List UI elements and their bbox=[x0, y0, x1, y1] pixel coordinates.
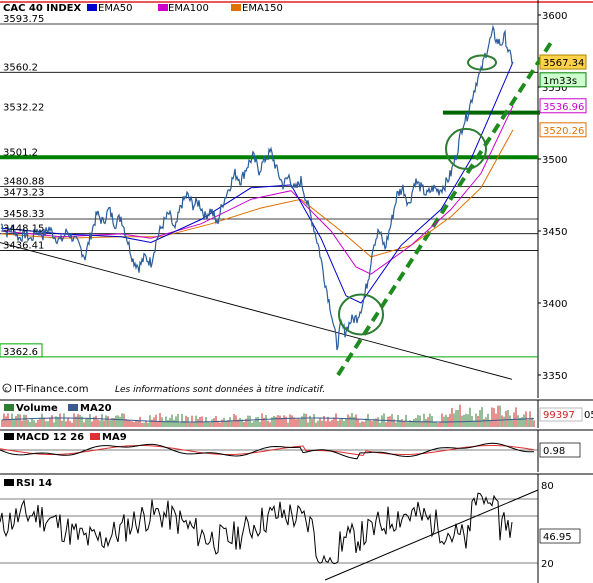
legend-ema150: EMA150 bbox=[242, 3, 283, 14]
chart-title: CAC 40 INDEX bbox=[3, 3, 82, 14]
price-plot-area bbox=[0, 0, 538, 398]
price-tick-label: 3500 bbox=[542, 155, 567, 166]
legend-volume-swatch bbox=[4, 404, 14, 411]
price-tick-label: 3350 bbox=[542, 371, 567, 382]
ema100-line bbox=[0, 105, 514, 275]
highlight-circle bbox=[338, 293, 384, 336]
macd-ma9-line bbox=[0, 445, 535, 457]
price-tick-label: 3450 bbox=[542, 227, 567, 238]
volume-bars bbox=[1, 404, 535, 427]
timer-last-value: 1m33s bbox=[543, 76, 577, 87]
level-label: 3532.22 bbox=[3, 103, 44, 114]
level-label: 3473.23 bbox=[3, 188, 44, 199]
disclaimer: Les informations sont données à titre in… bbox=[115, 384, 325, 395]
macd-last-value: 0.98 bbox=[543, 446, 565, 457]
ema150-last-value: 3520.26 bbox=[543, 126, 584, 137]
legend-ema100: EMA100 bbox=[168, 3, 209, 14]
legend-ma9: MA9 bbox=[102, 432, 127, 443]
level-label: 3501.2 bbox=[3, 147, 38, 158]
legend-rsi: RSI 14 bbox=[16, 478, 52, 489]
macd-panel: MACD 12 26 MA9 0.98 bbox=[0, 429, 593, 472]
legend-ema100-swatch bbox=[158, 4, 168, 11]
level-labels: 3593.75 3560.2 3532.22 3501.2 3480.883473.23… bbox=[0, 14, 44, 358]
price-tick-label: 3400 bbox=[542, 299, 567, 310]
volume-last-value: 99397 bbox=[543, 410, 575, 421]
rsi-last-value: 46.95 bbox=[543, 532, 572, 543]
rsi-last-box bbox=[539, 528, 581, 544]
macd-last-box bbox=[539, 442, 581, 458]
rsi-panel: RSI 14 80 20 46.95 bbox=[0, 473, 593, 583]
rsi-line bbox=[0, 492, 513, 565]
legend-volume: Volume bbox=[16, 403, 58, 414]
legend-ema50: EMA50 bbox=[98, 3, 133, 14]
watermark: IT-Finance.com bbox=[14, 384, 89, 395]
highlight-circle bbox=[445, 127, 487, 170]
ema50-line bbox=[0, 61, 514, 304]
rsi-tick-20: 20 bbox=[541, 559, 554, 570]
price-series-line bbox=[0, 24, 514, 351]
copyright-icon: c bbox=[2, 383, 12, 393]
level-label: 3436.41 bbox=[3, 241, 44, 252]
ema100-last-box bbox=[539, 98, 587, 114]
annotation-circles bbox=[338, 54, 497, 336]
ema150-last-box bbox=[539, 122, 587, 138]
highlight-circle bbox=[467, 54, 497, 71]
legend-ma20-swatch bbox=[68, 404, 78, 411]
timer-last-box bbox=[539, 72, 587, 88]
price-panel: 3593.75 3560.2 3532.22 3501.2 3480.883473.23… bbox=[0, 0, 593, 398]
macd-line bbox=[0, 442, 534, 460]
legend-ema50-swatch bbox=[87, 4, 97, 11]
level-label: 3560.2 bbox=[3, 62, 38, 73]
trendlines bbox=[0, 39, 554, 380]
legend-ma9-swatch bbox=[90, 433, 100, 440]
volume-panel: Volume MA20 99397 05 bbox=[0, 399, 593, 428]
level-label: 3458.33 bbox=[3, 209, 44, 220]
price-last-box bbox=[539, 54, 587, 70]
legend-macd: MACD 12 26 bbox=[16, 432, 84, 443]
last-value-boxes: 3567.34 1m33s 3536.96 3520.26 bbox=[539, 54, 587, 138]
uptrend-dashed-line bbox=[336, 39, 554, 377]
level-label: 3593.75 bbox=[3, 14, 44, 25]
price-tick-label: 3600 bbox=[542, 11, 567, 22]
downtrend-line bbox=[0, 242, 513, 380]
volume-ma20-line bbox=[1, 417, 535, 423]
ema-lines bbox=[0, 61, 514, 304]
legend-macd-swatch bbox=[4, 433, 14, 440]
level-label-box bbox=[0, 343, 43, 358]
price-last-value: 3567.34 bbox=[543, 58, 584, 69]
level-label: 3448.15 bbox=[3, 224, 44, 235]
rsi-tick-80: 80 bbox=[541, 481, 554, 492]
level-label: 3480.88 bbox=[3, 177, 44, 188]
legend-ema150-swatch bbox=[231, 4, 241, 11]
volume-last-value-extra: 05 bbox=[584, 410, 593, 421]
svg-text:c: c bbox=[5, 386, 8, 393]
level-label: 3362.6 bbox=[3, 347, 38, 358]
volume-last-box bbox=[539, 407, 583, 422]
ema100-last-value: 3536.96 bbox=[543, 102, 584, 113]
legend-ma20: MA20 bbox=[80, 403, 112, 414]
legend-rsi-swatch bbox=[4, 479, 14, 486]
price-tick-label: 3550 bbox=[542, 83, 567, 94]
